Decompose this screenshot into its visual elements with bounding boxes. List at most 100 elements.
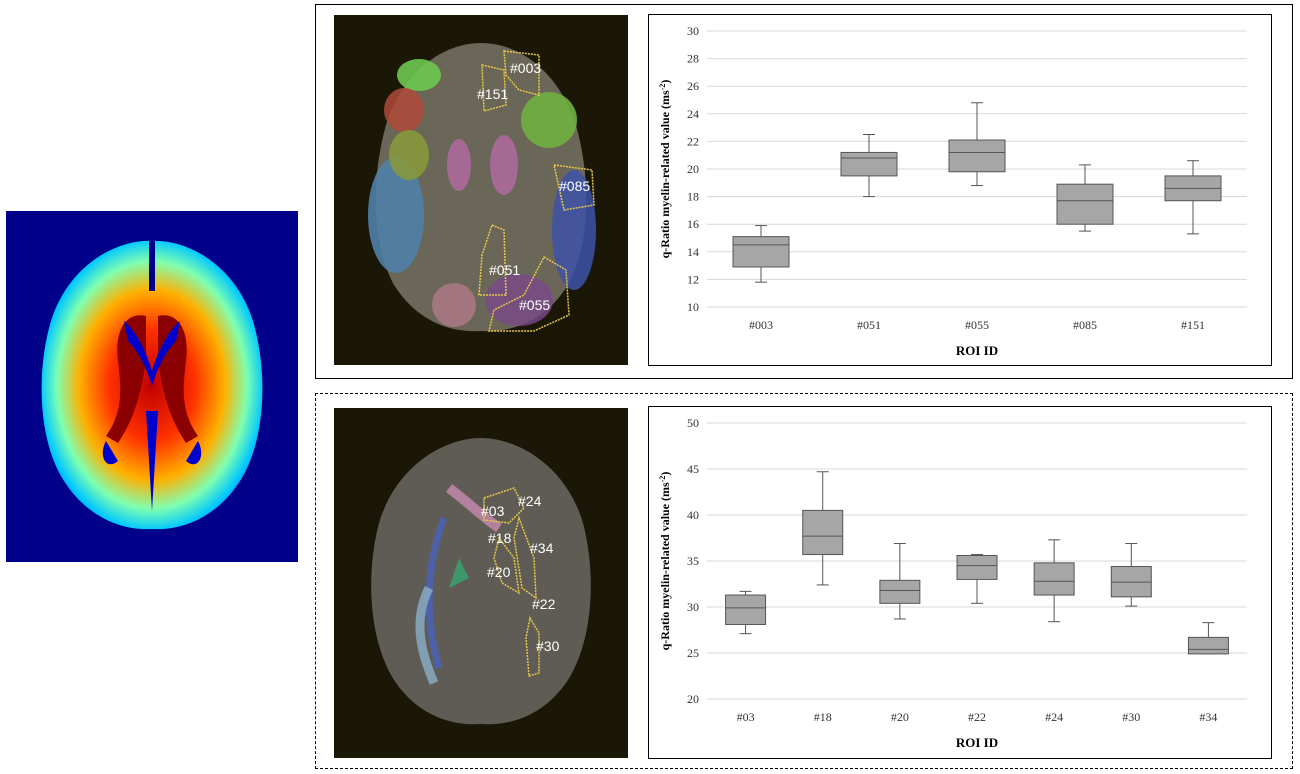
atlas-region-yellowgreen (389, 130, 429, 180)
roi-outline-151 (481, 64, 507, 112)
bottom-y-tick-label: 50 (687, 416, 699, 430)
bottom-x-axis-label: ROI ID (956, 735, 998, 750)
tract-blue (425, 516, 448, 669)
atlas-region-green (397, 59, 441, 91)
heatmap-occipital-ventricles (102, 411, 202, 511)
white-matter-atlas-image: #03 #24 #18 #34 #20 #22 #30 (334, 408, 628, 758)
cortical-atlas-svg: #003 #151 #085 #051 #055 (368, 43, 596, 332)
top-panel-frame (315, 4, 1293, 379)
bottom-y-axis-label: q-Ratio myelin-related value (ms-2) (658, 472, 673, 651)
bottom-panel-frame (315, 393, 1293, 769)
top-box-151 (1164, 160, 1222, 235)
roi-label-151: #151 (477, 86, 508, 102)
bottom-box-18 (802, 471, 844, 586)
roi-label-055: #055 (519, 297, 550, 313)
top-y-tick-label: 28 (687, 52, 699, 66)
bottom-x-tick-label: #34 (1199, 710, 1217, 724)
bottom-box-03 (725, 590, 767, 635)
top-x-tick-label: #051 (857, 318, 881, 332)
q-ratio-heatmap-image (6, 211, 298, 562)
top-box-051 (840, 134, 898, 198)
tract-lightblue (415, 585, 439, 685)
bottom-iqr-box (725, 594, 767, 625)
top-box-055 (948, 102, 1006, 187)
bottom-x-ticks: #03 #18 #20 #22 #24 #30 #34 (737, 710, 1218, 724)
top-y-tick-label: 30 (687, 24, 699, 38)
bottom-box-22 (956, 554, 998, 604)
cortical-atlas-image: #003 #151 #085 #051 #055 (334, 15, 628, 365)
bottom-x-tick-label: #22 (968, 710, 986, 724)
roi-outline-003 (503, 50, 540, 96)
top-x-tick-label: #055 (965, 318, 989, 332)
top-y-ticks: 10 12 14 16 18 20 22 24 26 28 30 (687, 24, 699, 314)
bottom-iqr-box (1033, 562, 1075, 596)
top-y-tick-label: 18 (687, 190, 699, 204)
roi-label-30: #30 (536, 638, 560, 654)
top-x-tick-label: #085 (1073, 318, 1097, 332)
bottom-box-30 (1110, 543, 1152, 607)
roi-label-003: #003 (510, 60, 541, 76)
bottom-y-tick-label: 40 (687, 508, 699, 522)
roi-outline-20 (493, 536, 520, 595)
heatmap-brain-svg (41, 240, 263, 530)
top-y-axis-label: q-Ratio myelin-related value (ms-2) (658, 80, 673, 259)
bottom-box-34 (1187, 622, 1229, 655)
bottom-x-tick-label: #24 (1045, 710, 1063, 724)
atlas-region-purple-left (447, 139, 471, 191)
top-x-axis-label: ROI ID (956, 343, 998, 358)
bottom-y-ticks: 20 25 30 35 40 45 50 (687, 416, 699, 706)
bottom-iqr-box (1187, 636, 1229, 655)
bottom-boxes (725, 471, 1229, 655)
white-matter-atlas-svg: #03 #24 #18 #34 #20 #22 #30 (371, 438, 591, 725)
roi-label-34: #34 (530, 540, 554, 556)
roi-label-18: #18 (488, 530, 512, 546)
bottom-y-tick-label: 30 (687, 600, 699, 614)
heatmap-ventricle-core (124, 321, 180, 386)
bottom-y-axis-label-sup: -2 (658, 476, 667, 483)
atlas-region-pink (432, 283, 476, 327)
top-y-tick-label: 16 (687, 217, 699, 231)
bottom-boxplot-chart: 20 25 30 35 40 45 50 #03 #18 #20 #22 #24 #30 #34 ROI… (648, 406, 1272, 759)
bottom-gridlines (707, 422, 1247, 700)
atlas-region-blue-left (368, 157, 424, 273)
top-iqr-box (840, 151, 898, 177)
top-y-tick-label: 26 (687, 79, 699, 93)
roi-label-24: #24 (518, 493, 542, 509)
top-iqr-box (732, 236, 790, 268)
roi-label-085: #085 (559, 178, 590, 194)
atlas-region-green-right (521, 92, 577, 148)
bottom-box-24 (1033, 539, 1075, 623)
tract-pink (445, 484, 502, 533)
roi-outline-051 (478, 223, 507, 296)
top-x-tick-label: #003 (749, 318, 773, 332)
atlas-bottom-brain (371, 438, 591, 725)
atlas-region-violet (485, 274, 553, 326)
bottom-y-tick-label: 20 (687, 692, 699, 706)
atlas-region-red (384, 88, 424, 132)
bottom-boxplot-svg: 20 25 30 35 40 45 50 #03 #18 #20 #22 #24 #30 #34 ROI… (658, 416, 1247, 750)
top-boxes (732, 102, 1222, 283)
top-iqr-box (948, 139, 1006, 173)
bottom-x-tick-label: #03 (737, 710, 755, 724)
top-y-axis-label-text: q-Ratio myelin-related value (ms (658, 90, 672, 258)
top-y-tick-label: 10 (687, 300, 699, 314)
roi-label-22: #22 (532, 596, 556, 612)
top-y-tick-label: 14 (687, 245, 699, 259)
top-iqr-box (1056, 183, 1114, 225)
top-box-003 (732, 225, 790, 283)
bottom-x-tick-label: #30 (1122, 710, 1140, 724)
bottom-y-tick-label: 45 (687, 462, 699, 476)
top-x-ticks: #003 #051 #055 #085 #151 (749, 318, 1205, 332)
roi-outline-03-24 (483, 487, 525, 524)
bottom-iqr-box (879, 579, 921, 604)
top-y-tick-label: 22 (687, 134, 699, 148)
atlas-region-purple (490, 135, 518, 195)
roi-outline-085 (553, 164, 595, 211)
roi-label-03: #03 (481, 503, 505, 519)
atlas-region-blue-right (552, 170, 596, 290)
roi-outline-30 (525, 615, 540, 677)
top-y-tick-label: 12 (687, 272, 699, 286)
top-x-tick-label: #151 (1181, 318, 1205, 332)
top-boxplot-chart: 10 12 14 16 18 20 22 24 26 28 30 #003 #051 #055 #085 #… (648, 14, 1272, 366)
roi-label-051: #051 (489, 262, 520, 278)
